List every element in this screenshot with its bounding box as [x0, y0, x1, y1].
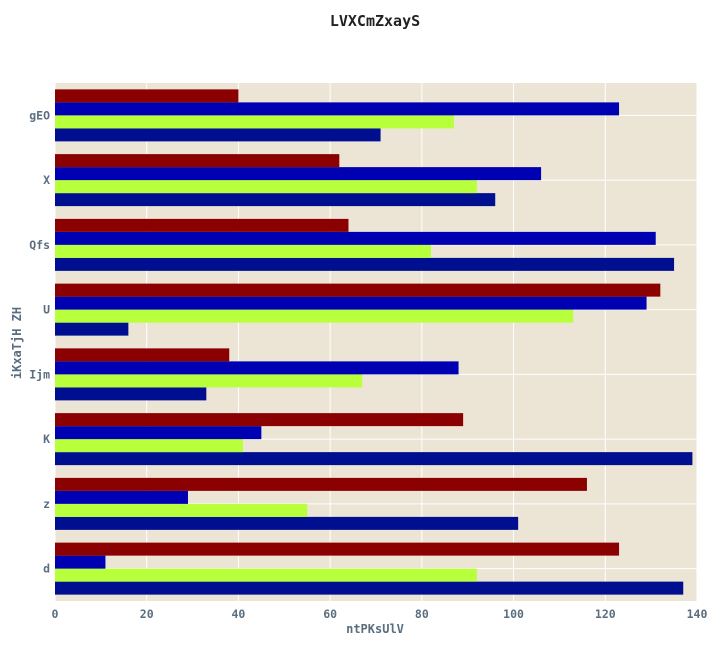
- bar-X-series-4: [55, 154, 340, 168]
- y-axis-label: iKxaTjH ZH: [10, 307, 24, 379]
- bar-gEO-series-4: [55, 89, 239, 103]
- bar-Ijm-series-1: [55, 387, 207, 401]
- bar-X-series-2: [55, 180, 477, 194]
- x-tick-label: 140: [687, 607, 708, 621]
- bar-d-series-3: [55, 555, 106, 569]
- bar-U-series-2: [55, 309, 574, 323]
- x-axis-label: ntPKsUlV: [346, 622, 404, 636]
- y-tick-label: U: [43, 303, 50, 317]
- bar-Qfs-series-3: [55, 231, 656, 245]
- bar-d-series-1: [55, 581, 684, 595]
- y-tick-label: gEO: [29, 108, 50, 122]
- bar-U-series-3: [55, 296, 647, 310]
- bar-Ijm-series-3: [55, 361, 459, 375]
- y-tick-label: Qfs: [29, 238, 50, 252]
- y-tick-label: X: [43, 173, 50, 187]
- bar-gEO-series-3: [55, 102, 620, 116]
- bar-Ijm-series-2: [55, 374, 363, 388]
- y-tick-label: d: [43, 562, 50, 576]
- bar-d-series-4: [55, 542, 620, 556]
- y-tick-label: z: [43, 497, 50, 511]
- bar-X-series-3: [55, 167, 542, 181]
- bar-Ijm-series-4: [55, 348, 230, 362]
- bar-Qfs-series-2: [55, 244, 432, 258]
- x-tick-label: 120: [595, 607, 616, 621]
- y-tick-label: Ijm: [29, 367, 50, 381]
- bar-Qfs-series-4: [55, 218, 349, 232]
- bar-z-series-4: [55, 477, 587, 491]
- bar-z-series-2: [55, 503, 308, 517]
- y-tick-label: K: [43, 432, 50, 446]
- x-tick-label: 80: [415, 607, 429, 621]
- x-tick-label: 100: [503, 607, 524, 621]
- bar-z-series-1: [55, 516, 519, 530]
- bar-U-series-4: [55, 283, 661, 297]
- x-axis-ticks: 0 20 40 60 80 100 120 140: [52, 607, 708, 621]
- bar-Qfs-series-1: [55, 257, 675, 271]
- bar-K-series-1: [55, 452, 693, 466]
- bar-gEO-series-1: [55, 128, 381, 142]
- bars: [55, 89, 693, 595]
- x-tick-label: 0: [52, 607, 59, 621]
- x-tick-label: 60: [323, 607, 337, 621]
- x-tick-label: 40: [231, 607, 245, 621]
- bar-K-series-4: [55, 413, 464, 427]
- bar-X-series-1: [55, 193, 496, 207]
- bar-gEO-series-2: [55, 115, 454, 129]
- bar-U-series-1: [55, 322, 129, 336]
- chart-title: LVXCmZxayS: [330, 12, 420, 30]
- bar-d-series-2: [55, 568, 477, 582]
- bar-z-series-3: [55, 490, 188, 504]
- bar-K-series-2: [55, 439, 244, 453]
- bar-K-series-3: [55, 426, 262, 440]
- x-tick-label: 20: [140, 607, 154, 621]
